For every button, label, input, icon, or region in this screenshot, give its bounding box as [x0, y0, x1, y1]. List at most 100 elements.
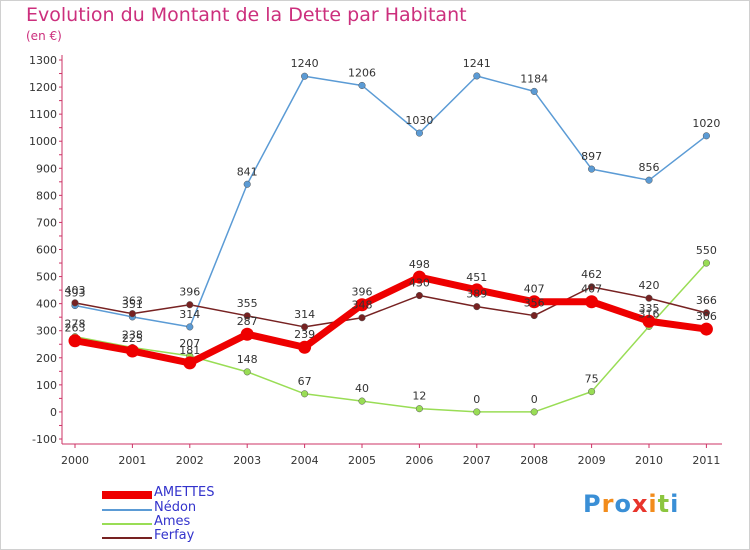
y-tick-label: 700: [36, 216, 57, 229]
data-labels-layer: 263 225 181 287 239 396 498 451 407 407 335 306 393 3…: [65, 57, 721, 406]
data-label-ndon: 314: [179, 308, 200, 321]
data-label-ferfay: 348: [352, 299, 373, 312]
x-tick-label: 2011: [692, 454, 720, 467]
data-label-amettes: 181: [179, 344, 200, 357]
data-label-amettes: 225: [122, 332, 143, 345]
y-tick-label: 300: [36, 325, 57, 338]
y-tick-label: 200: [36, 352, 57, 365]
data-label-ames: 278: [65, 318, 86, 331]
series-point-amettes: [298, 340, 312, 354]
data-label-amettes: 263: [65, 322, 86, 335]
series-line-amettes: [71, 273, 710, 367]
series-line-ndon: [74, 75, 708, 328]
series-point-ames: [301, 390, 309, 398]
series-point-amettes: [699, 322, 713, 336]
chart-title: Evolution du Montant de la Dette par Hab…: [26, 4, 467, 26]
data-label-ferfay: 420: [639, 279, 660, 292]
chart-subtitle: (en €): [26, 29, 62, 43]
series-point-ndon: [301, 72, 309, 80]
legend-swatch-ferfay: [102, 537, 152, 539]
series-line-ferfay: [74, 286, 708, 328]
data-label-ndon: 1184: [520, 72, 548, 85]
series-point-ames: [358, 397, 366, 405]
chart-axes: -100010020030040050060070080090010001100…: [29, 54, 722, 467]
x-tick-label: 2002: [176, 454, 204, 467]
data-label-ferfay: 363: [122, 295, 143, 308]
data-label-ferfay: 462: [581, 268, 602, 281]
data-label-ndon: 1241: [463, 57, 491, 70]
x-tick-label: 2001: [118, 454, 146, 467]
proxiti-logo: Proxiti: [583, 490, 679, 518]
series-point-ferfay: [588, 283, 596, 291]
data-label-ames: 207: [179, 337, 200, 350]
data-label-amettes: 498: [409, 258, 430, 271]
data-label-amettes: 335: [639, 302, 660, 315]
series-point-ferfay: [473, 303, 481, 311]
series-point-amettes: [527, 295, 541, 309]
series-point-ferfay: [301, 323, 309, 331]
data-label-ndon: 393: [65, 287, 86, 300]
series-point-ames: [415, 405, 423, 413]
series-point-amettes: [68, 334, 82, 348]
legend-label-nedon: Nédon: [154, 500, 197, 515]
series-point-ferfay: [530, 312, 538, 320]
x-tick-label: 2003: [233, 454, 261, 467]
data-label-amettes: 407: [524, 283, 545, 296]
data-label-ndon: 856: [639, 161, 660, 174]
x-tick-label: 2010: [635, 454, 663, 467]
x-tick-label: 2000: [61, 454, 89, 467]
series-point-amettes: [183, 356, 197, 370]
data-label-ames: 0: [473, 393, 480, 406]
y-tick-label: 1300: [29, 54, 57, 67]
logo-letter: t: [657, 490, 671, 518]
data-label-ferfay: 356: [524, 297, 545, 310]
data-label-ndon: 1240: [291, 57, 319, 70]
data-label-ndon: 1030: [405, 114, 433, 127]
y-tick-label: -100: [32, 433, 57, 446]
series-point-ndon: [415, 129, 423, 137]
series-point-ndon: [702, 132, 710, 140]
series-point-ferfay: [358, 314, 366, 322]
series-point-ndon: [358, 81, 366, 89]
data-label-ferfay: 389: [466, 288, 487, 301]
y-tick-label: 0: [50, 406, 57, 419]
series-point-ames: [473, 408, 481, 416]
y-tick-label: 1100: [29, 108, 57, 121]
data-label-amettes: 407: [581, 283, 602, 296]
series-point-ames: [530, 408, 538, 416]
series-point-ndon: [645, 176, 653, 184]
y-tick-label: 600: [36, 244, 57, 257]
series-line-ames: [74, 262, 708, 413]
series-point-ferfay: [645, 294, 653, 302]
series-point-ndon: [473, 72, 481, 80]
legend-swatch-nedon: [102, 509, 152, 511]
y-tick-label: 400: [36, 298, 57, 311]
data-label-ferfay: 366: [696, 294, 717, 307]
x-tick-label: 2007: [463, 454, 491, 467]
series-point-ferfay: [71, 299, 79, 307]
data-label-ames: 238: [122, 328, 143, 341]
y-tick-label: 100: [36, 379, 57, 392]
data-label-ferfay: 430: [409, 277, 430, 290]
data-label-ndon: 1020: [692, 117, 720, 130]
series-point-ferfay: [128, 310, 136, 318]
series-layer: [68, 72, 713, 416]
series-point-amettes: [125, 344, 139, 358]
x-tick-label: 2005: [348, 454, 376, 467]
logo-letter: o: [614, 490, 632, 518]
series-point-ames: [243, 368, 251, 376]
y-tick-label: 900: [36, 162, 57, 175]
x-tick-label: 2006: [405, 454, 433, 467]
series-point-ndon: [186, 323, 194, 331]
legend-label-amettes: AMETTES: [154, 485, 215, 500]
series-point-ferfay: [243, 312, 251, 320]
data-label-ames: 550: [696, 244, 717, 257]
data-label-amettes: 306: [696, 310, 717, 323]
data-label-ames: 148: [237, 353, 258, 366]
legend-swatch-amettes: [102, 491, 152, 499]
y-tick-label: 500: [36, 271, 57, 284]
data-label-ames: 40: [355, 382, 369, 395]
data-label-ames: 75: [585, 373, 599, 386]
series-point-ferfay: [186, 301, 194, 309]
logo-letter: P: [583, 490, 602, 518]
